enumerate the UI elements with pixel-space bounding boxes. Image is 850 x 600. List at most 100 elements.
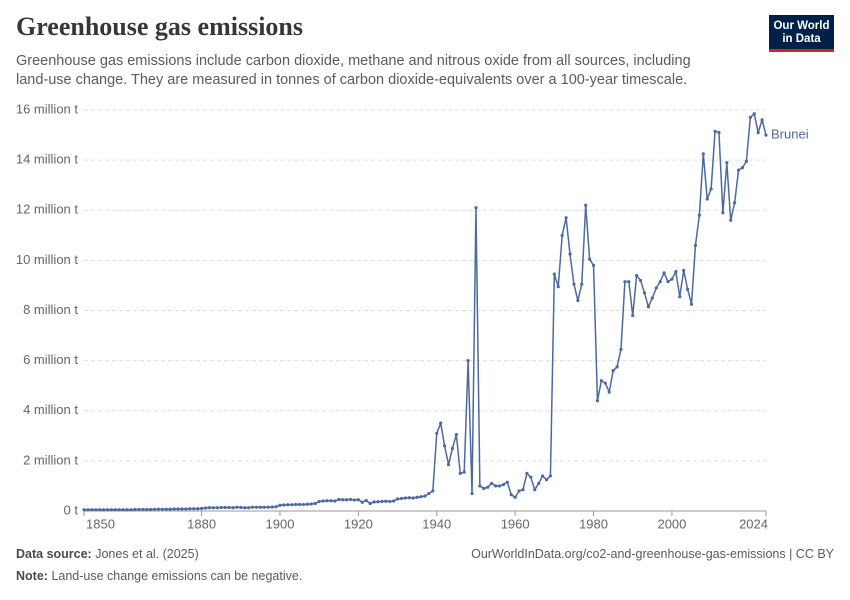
data-point — [729, 218, 733, 222]
data-point — [427, 491, 431, 496]
series-label: Brunei — [771, 127, 809, 142]
data-point — [227, 505, 231, 510]
data-point — [439, 421, 443, 425]
data-point — [666, 280, 670, 284]
data-point — [446, 463, 451, 467]
data-point — [564, 216, 568, 220]
x-tick-label: 1850 — [86, 516, 115, 531]
data-point — [98, 508, 102, 512]
data-point — [521, 488, 525, 492]
y-tick-label: 0 t — [64, 502, 79, 517]
x-tick-label: 1940 — [422, 516, 451, 531]
data-point — [615, 365, 619, 369]
data-point — [266, 505, 270, 509]
data-point — [572, 282, 576, 286]
data-point — [211, 506, 215, 510]
data-point — [701, 152, 705, 156]
data-point — [105, 508, 110, 512]
source-label: Data source: — [16, 547, 92, 561]
data-point — [493, 484, 498, 488]
data-point — [341, 498, 345, 502]
data-point — [462, 470, 466, 474]
data-point — [650, 296, 654, 300]
data-point — [584, 203, 588, 207]
data-point — [611, 369, 615, 373]
chart-subtitle: Greenhouse gas emissions include carbon … — [16, 53, 691, 88]
data-point — [752, 112, 756, 116]
x-tick-label: 1900 — [266, 516, 295, 531]
data-point — [599, 379, 603, 383]
data-point — [403, 496, 408, 500]
data-point — [384, 499, 388, 503]
data-point — [674, 270, 678, 274]
data-point — [325, 499, 329, 503]
data-point — [466, 359, 470, 363]
data-point — [235, 505, 239, 509]
data-point — [419, 495, 423, 499]
data-point — [623, 280, 627, 284]
data-point — [399, 496, 404, 501]
data-point — [595, 399, 600, 403]
data-point — [321, 499, 325, 503]
data-point — [133, 507, 137, 512]
data-point — [247, 506, 251, 510]
data-point — [137, 507, 141, 512]
data-point — [693, 243, 698, 247]
data-point — [254, 505, 259, 509]
data-point — [486, 485, 490, 489]
data-point — [270, 505, 274, 509]
data-point — [372, 500, 376, 504]
data-point — [313, 501, 317, 506]
data-point — [591, 263, 596, 267]
data-point — [337, 497, 341, 502]
data-point — [619, 347, 623, 351]
data-point — [117, 508, 121, 512]
y-tick-label: 12 million t — [16, 202, 79, 217]
data-point — [149, 507, 153, 512]
logo[interactable]: Our World in Data — [769, 15, 834, 52]
series-line — [84, 112, 767, 511]
data-point — [435, 431, 439, 435]
data-point — [297, 502, 302, 507]
data-point — [423, 494, 427, 498]
data-point — [345, 498, 349, 502]
data-point — [356, 498, 360, 502]
data-point — [368, 501, 372, 506]
data-point — [544, 478, 549, 482]
data-point — [168, 507, 172, 511]
data-point — [450, 446, 455, 450]
data-point — [529, 475, 533, 479]
data-point — [497, 484, 502, 488]
y-tick-label: 8 million t — [23, 302, 78, 317]
data-point — [744, 159, 749, 163]
data-point — [160, 507, 164, 511]
data-point — [689, 302, 694, 306]
data-point — [301, 502, 306, 507]
data-point — [713, 129, 717, 133]
data-point — [364, 498, 368, 503]
data-point — [431, 489, 435, 493]
data-point — [164, 507, 168, 511]
data-point — [525, 471, 529, 476]
data-point — [203, 506, 208, 510]
data-point — [740, 166, 745, 170]
logo-line: in Data — [782, 33, 821, 45]
data-point — [607, 390, 611, 394]
data-point — [686, 287, 690, 291]
data-point — [286, 503, 290, 507]
data-point — [556, 285, 560, 289]
logo-line: Our World — [773, 20, 830, 32]
data-point — [580, 282, 584, 286]
x-tick-label: 1980 — [579, 516, 608, 531]
data-point — [576, 298, 580, 303]
data-point — [86, 508, 90, 512]
y-tick-label: 16 million t — [16, 101, 79, 116]
y-tick-label: 10 million t — [16, 252, 79, 267]
data-point — [129, 508, 133, 512]
data-point — [141, 507, 145, 512]
data-point — [540, 474, 545, 478]
y-tick-label: 2 million t — [23, 452, 78, 467]
url-license[interactable]: OurWorldInData.org/co2-and-greenhouse-ga… — [471, 547, 834, 561]
data-point — [721, 211, 725, 215]
